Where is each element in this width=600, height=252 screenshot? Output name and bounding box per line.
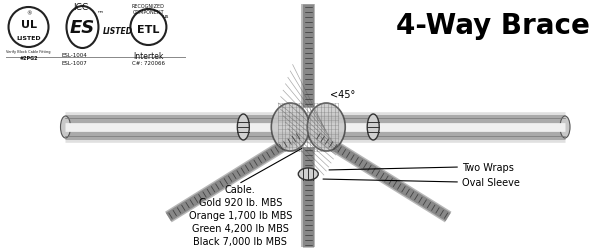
Text: ICC: ICC — [73, 3, 88, 12]
Ellipse shape — [560, 116, 570, 138]
Text: us: us — [163, 13, 169, 18]
Text: ESL-1007: ESL-1007 — [62, 61, 88, 66]
Text: 4-Way Brace: 4-Way Brace — [396, 12, 590, 40]
Text: LISTED: LISTED — [16, 35, 41, 40]
Text: Green 4,200 lb MBS: Green 4,200 lb MBS — [192, 223, 289, 233]
Ellipse shape — [271, 104, 309, 151]
Text: C#: 720066: C#: 720066 — [132, 61, 165, 66]
Text: ES: ES — [70, 19, 95, 37]
Text: <45°: <45° — [330, 90, 355, 100]
Text: Verify Block Cable Fitting: Verify Block Cable Fitting — [6, 50, 51, 54]
Text: Cable.: Cable. — [225, 184, 256, 194]
Text: UL: UL — [20, 20, 37, 30]
Text: ™: ™ — [97, 10, 104, 16]
Text: Orange 1,700 lb MBS: Orange 1,700 lb MBS — [188, 210, 292, 220]
Text: Oval Sleeve: Oval Sleeve — [462, 177, 520, 187]
Text: ESL-1004: ESL-1004 — [62, 53, 88, 58]
Ellipse shape — [307, 104, 345, 151]
Text: Gold 920 lb. MBS: Gold 920 lb. MBS — [199, 197, 282, 207]
Text: ETL: ETL — [137, 25, 160, 35]
Text: Intertek: Intertek — [133, 52, 164, 61]
Text: Black 7,000 lb MBS: Black 7,000 lb MBS — [193, 236, 287, 246]
Ellipse shape — [367, 115, 379, 140]
Text: ®: ® — [26, 11, 31, 16]
Text: RECOGNIZED
COMPONENT: RECOGNIZED COMPONENT — [132, 4, 165, 15]
Ellipse shape — [61, 116, 70, 138]
Text: #2PG2: #2PG2 — [19, 56, 38, 61]
Text: Two Wraps: Two Wraps — [462, 162, 514, 172]
Ellipse shape — [238, 115, 250, 140]
Text: LISTED: LISTED — [103, 26, 133, 35]
Ellipse shape — [298, 168, 318, 180]
